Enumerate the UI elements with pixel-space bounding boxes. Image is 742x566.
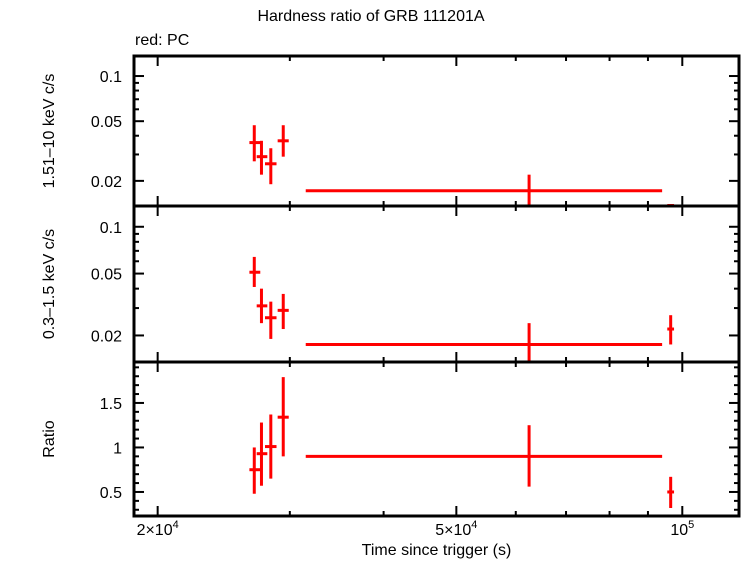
x-axis-label: Time since trigger (s) [361, 542, 512, 559]
panel-frame-soft-band [132, 204, 741, 364]
chart-legend: red: PC [135, 32, 190, 49]
y-tick-label: 0.02 [91, 328, 122, 345]
y-tick-label: 0.02 [91, 174, 122, 191]
y-tick-label: 0.1 [100, 220, 122, 237]
y-tick-label: 0.05 [91, 114, 122, 131]
y-tick-label: 0.1 [100, 69, 122, 86]
chart-title: Hardness ratio of GRB 111201A [257, 8, 485, 25]
y-tick-label: 0.05 [91, 267, 122, 284]
x-tick-label: 105 [670, 519, 694, 539]
x-tick-label: 2×104 [137, 519, 179, 539]
x-tick-label: 5×104 [435, 519, 477, 539]
panel-frame-ratio [132, 360, 741, 518]
panel-frame-hard-band [132, 54, 741, 208]
y-tick-label: 1.5 [100, 396, 122, 413]
y-tick-label: 1 [113, 440, 122, 457]
y-tick-label: 0.5 [100, 485, 122, 502]
